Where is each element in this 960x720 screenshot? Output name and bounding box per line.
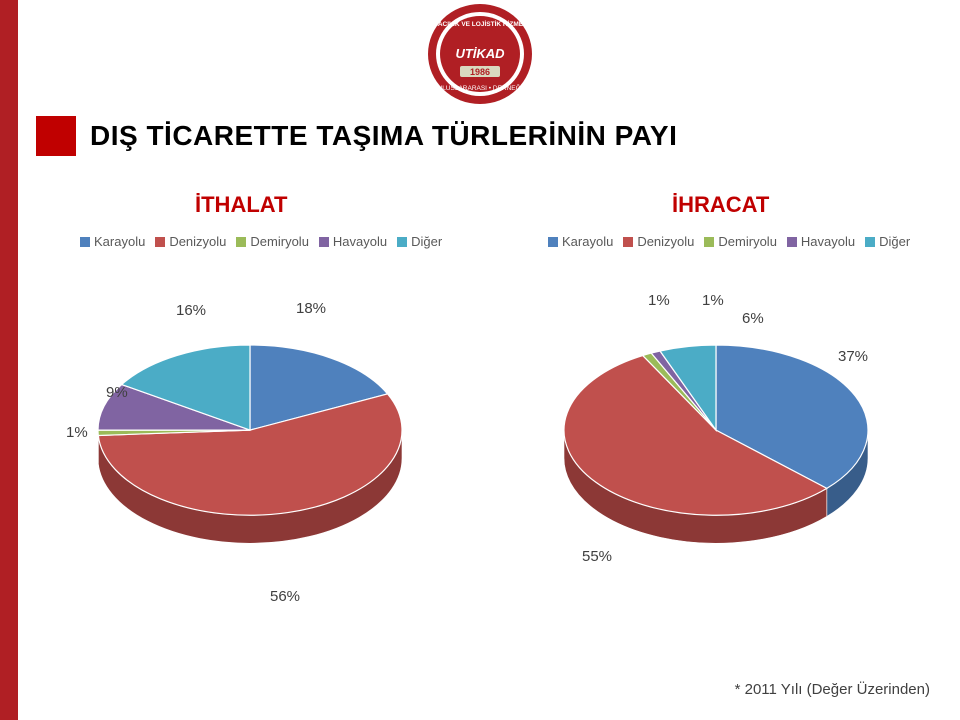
legend-item: Havayolu [787, 234, 855, 249]
footnote: * 2011 Yılı (Değer Üzerinden) [735, 681, 930, 698]
legend-item: Havayolu [319, 234, 387, 249]
legend-item: Denizyolu [155, 234, 226, 249]
utikad-logo: TAŞIMACILIK VE LOJİSTİK HİZMETLERİ UTİKA… [400, 4, 560, 114]
legend-swatch [236, 237, 246, 247]
pie-ihracat [560, 341, 872, 547]
title-marker [36, 116, 76, 156]
legend-item: Karayolu [548, 234, 613, 249]
legend-item: Karayolu [80, 234, 145, 249]
legend-label: Demiryolu [250, 234, 309, 249]
legend-swatch [787, 237, 797, 247]
pie-data-label: 1% [66, 424, 88, 441]
pie-data-label: 1% [702, 292, 724, 309]
pie-data-label: 6% [742, 310, 764, 327]
legend-swatch [704, 237, 714, 247]
legend-label: Havayolu [801, 234, 855, 249]
legend-label: Karayolu [94, 234, 145, 249]
title-row: DIŞ TİCARETTE TAŞIMA TÜRLERİNİN PAYI [36, 116, 677, 156]
page-title: DIŞ TİCARETTE TAŞIMA TÜRLERİNİN PAYI [90, 120, 677, 152]
legend-label: Diğer [879, 234, 910, 249]
legend-swatch [397, 237, 407, 247]
pie-data-label: 9% [106, 384, 128, 401]
legend-label: Denizyolu [637, 234, 694, 249]
page-root: TAŞIMACILIK VE LOJİSTİK HİZMETLERİ UTİKA… [0, 0, 960, 720]
legend-label: Demiryolu [718, 234, 777, 249]
pie-ithalat [94, 341, 406, 547]
pie-data-label: 16% [176, 302, 206, 319]
legend-item: Diğer [397, 234, 442, 249]
pie-data-label: 56% [270, 588, 300, 605]
pie-data-label: 37% [838, 348, 868, 365]
logo-main-text: UTİKAD [455, 46, 505, 61]
pie-data-label: 1% [648, 292, 670, 309]
legend-ihracat: Karayolu Denizyolu Demiryolu Havayolu Diğer [548, 234, 910, 249]
legend-label: Denizyolu [169, 234, 226, 249]
chart-title-ithalat: İTHALAT [195, 192, 287, 218]
logo-arc-text: TAŞIMACILIK VE LOJİSTİK HİZMETLERİ [418, 20, 542, 28]
legend-ithalat: Karayolu Denizyolu Demiryolu Havayolu Diğer [80, 234, 442, 249]
legend-swatch [80, 237, 90, 247]
legend-label: Karayolu [562, 234, 613, 249]
legend-item: Denizyolu [623, 234, 694, 249]
legend-label: Diğer [411, 234, 442, 249]
legend-item: Demiryolu [704, 234, 777, 249]
logo-year: 1986 [470, 67, 490, 77]
legend-swatch [548, 237, 558, 247]
logo-container: TAŞIMACILIK VE LOJİSTİK HİZMETLERİ UTİKA… [0, 0, 960, 119]
pie-data-label: 55% [582, 548, 612, 565]
legend-swatch [623, 237, 633, 247]
legend-item: Diğer [865, 234, 910, 249]
legend-label: Havayolu [333, 234, 387, 249]
legend-item: Demiryolu [236, 234, 309, 249]
logo-bottom-text: ULUSLARARASI • DERNEĞİ [438, 83, 523, 92]
pie-data-label: 18% [296, 300, 326, 317]
legend-swatch [319, 237, 329, 247]
legend-swatch [155, 237, 165, 247]
chart-title-ihracat: İHRACAT [672, 192, 769, 218]
legend-swatch [865, 237, 875, 247]
